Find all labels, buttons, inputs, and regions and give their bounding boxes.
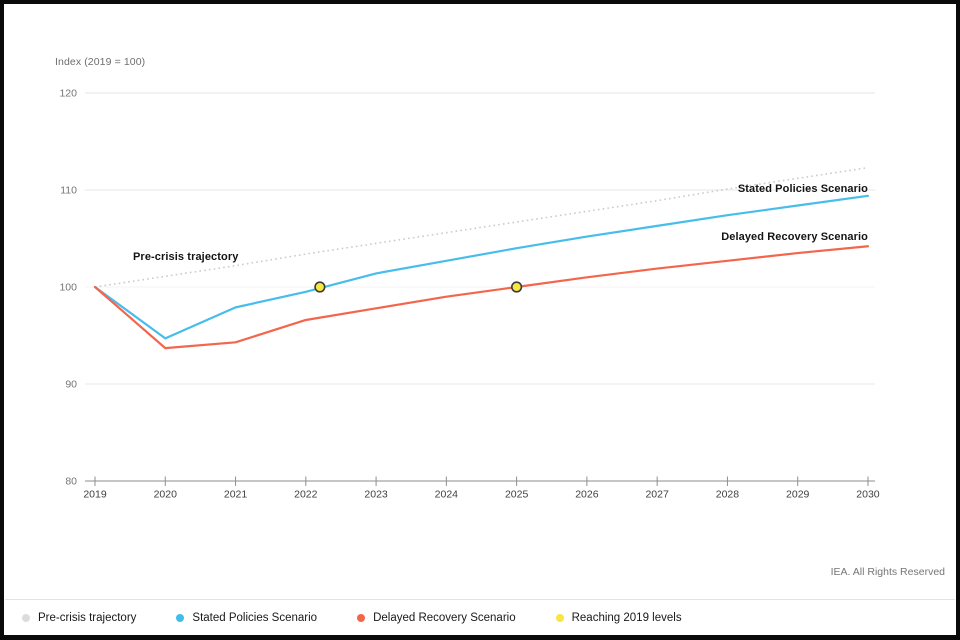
- y-tick-label: 80: [65, 476, 77, 488]
- x-tick-label: 2027: [645, 489, 669, 501]
- x-tick-label: 2020: [154, 489, 178, 501]
- legend-label: Pre-crisis trajectory: [38, 612, 137, 624]
- legend: Pre-crisis trajectory Stated Policies Sc…: [22, 605, 682, 631]
- legend-item-stated-policies-scenario: Stated Policies Scenario: [176, 612, 317, 624]
- legend-item-pre-crisis-trajectory: Pre-crisis trajectory: [22, 612, 136, 624]
- y-tick-label: 120: [59, 88, 77, 100]
- x-tick-label: 2021: [224, 489, 248, 501]
- y-axis-title: Index (2019 = 100): [55, 56, 146, 68]
- x-tick-label: 2030: [856, 489, 880, 501]
- x-tick-label: 2022: [294, 489, 318, 501]
- annotation-delayed-recovery-scenario: Delayed Recovery Scenario: [721, 231, 868, 243]
- x-tick-label: 2029: [786, 489, 810, 501]
- yellow-dot-icon: [555, 614, 564, 622]
- annotation-pre-crisis-trajectory: Pre-crisis trajectory: [133, 251, 239, 263]
- blue-dot-icon: [176, 614, 185, 622]
- x-tick-label: 2025: [505, 489, 529, 501]
- y-tick-label: 100: [59, 282, 77, 294]
- copyright-text: IEA. All Rights Reserved: [830, 566, 945, 578]
- annotation-stated-policies-scenario: Stated Policies Scenario: [737, 183, 868, 195]
- legend-label: Delayed Recovery Scenario: [373, 612, 516, 624]
- series-line-stated-policies-scenario: [93, 194, 870, 340]
- x-tick-label: 2026: [575, 489, 599, 501]
- gray-dot-icon: [22, 614, 30, 622]
- x-tick-label: 2028: [716, 489, 740, 501]
- chart-panel: [4, 4, 956, 635]
- legend-label: Reaching 2019 levels: [571, 612, 682, 624]
- x-tick-label: 2024: [435, 489, 459, 501]
- series-line-pre-crisis-trajectory: [94, 166, 869, 288]
- x-tick-label: 2023: [364, 489, 388, 501]
- legend-label: Stated Policies Scenario: [192, 612, 318, 624]
- series-line-delayed-recovery-scenario: [93, 245, 870, 350]
- legend-item-delayed-recovery-scenario: Delayed Recovery Scenario: [357, 612, 516, 624]
- x-tick-label: 2019: [83, 489, 107, 501]
- y-tick-label: 110: [60, 185, 77, 197]
- orange-dot-icon: [357, 614, 366, 622]
- y-tick-label: 90: [65, 379, 77, 391]
- legend-divider: [5, 599, 955, 600]
- legend-item-reaching-2019-levels: Reaching 2019 levels: [555, 612, 682, 624]
- marker-reaching-2019-levels: [314, 281, 326, 293]
- marker-reaching-2019-levels: [511, 281, 523, 293]
